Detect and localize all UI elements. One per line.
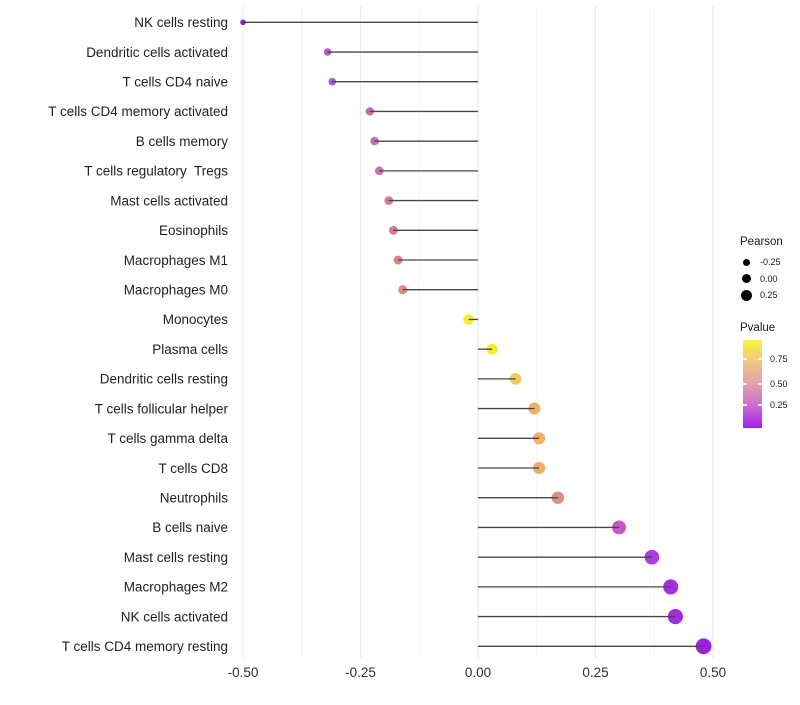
category-label: T cells CD4 memory resting [62, 639, 228, 654]
category-label: Monocytes [163, 312, 229, 327]
gradient-tick [758, 403, 762, 406]
legend-size-label: 0.25 [760, 290, 778, 301]
category-label: Eosinophils [159, 223, 228, 238]
gradient-tick [743, 403, 747, 406]
legend-size-dot [741, 274, 751, 284]
legend-size-dot [742, 258, 750, 266]
lollipop-dot [365, 107, 375, 116]
category-label: NK cells activated [121, 609, 228, 624]
category-label: B cells memory [136, 134, 229, 149]
category-label: T cells gamma delta [107, 431, 228, 446]
gradient-tick-label: 0.75 [770, 353, 788, 364]
x-axis-tick-label: -0.25 [345, 665, 376, 680]
legend-size-entry: 0.00 [740, 271, 800, 288]
legend-pvalue-title: Pvalue [740, 321, 776, 334]
category-label: Plasma cells [152, 342, 228, 357]
gradient-tick [758, 357, 762, 360]
legend-size-entries: -0.25 0.00 0.25 [738, 254, 800, 304]
legend-size-dot [740, 289, 752, 301]
category-label: NK cells resting [134, 15, 228, 30]
lollipop-dot [663, 579, 679, 595]
category-label: Macrophages M0 [124, 283, 228, 298]
category-label: Mast cells resting [124, 550, 228, 565]
legend: Pearson -0.25 0.00 0.25 Pvalue 0.75 0.50 0.2… [738, 236, 800, 440]
gradient-tick [743, 357, 747, 360]
gradient-tick-label: 0.25 [770, 399, 788, 410]
x-axis-tick-label: 0.50 [700, 665, 726, 680]
gradient-tick [743, 382, 747, 385]
pvalue-gradient-bar [743, 339, 762, 428]
legend-gradient-wrap: 0.75 0.50 0.25 [738, 339, 800, 440]
category-label: T cells CD8 [158, 461, 228, 476]
category-label: Macrophages M2 [124, 580, 228, 595]
category-label: B cells naive [152, 520, 228, 535]
x-axis-tick-label: -0.50 [228, 665, 259, 680]
category-label: Dendritic cells resting [100, 372, 228, 387]
x-axis-tick-label: 0.00 [465, 665, 491, 680]
legend-size-label: -0.25 [760, 257, 781, 268]
category-label: Mast cells activated [110, 193, 228, 208]
category-label: Macrophages M1 [124, 253, 228, 268]
category-label: T cells regulatory Tregs [84, 164, 228, 179]
category-label: T cells CD4 memory activated [48, 104, 228, 119]
x-axis-tick-label: 0.25 [582, 665, 608, 680]
gradient-tick [758, 382, 762, 385]
category-label: T cells CD4 naive [122, 75, 228, 90]
legend-size-label: 0.00 [760, 273, 778, 284]
legend-size-entry: 0.25 [740, 287, 800, 304]
category-label: T cells follicular helper [95, 401, 229, 416]
legend-pearson-title: Pearson [740, 236, 783, 248]
category-label: Neutrophils [160, 491, 229, 506]
gradient-tick-label: 0.50 [770, 378, 788, 389]
lollipop-dot [370, 136, 379, 146]
legend-size-entry: -0.25 [740, 254, 800, 271]
category-label: Dendritic cells activated [86, 45, 228, 60]
